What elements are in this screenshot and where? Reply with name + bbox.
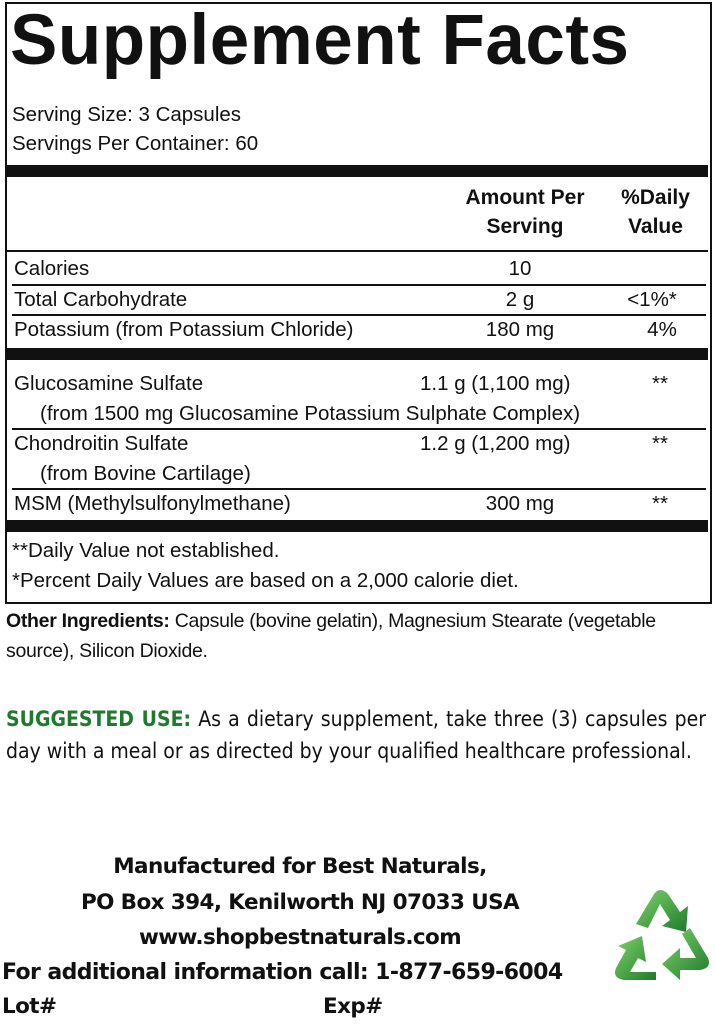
suggested-use-label: SUGGESTED USE: <box>6 707 192 731</box>
row-amount: 2 g <box>505 288 535 311</box>
divider <box>7 250 708 252</box>
row-sub: (from 1500 mg Glucosamine Potassium Sulp… <box>40 402 581 425</box>
exp-date: Exp# <box>323 994 383 1019</box>
phone-line: For additional information call: 1-877-6… <box>2 960 563 985</box>
header-amount: Amount Per Serving <box>450 183 600 241</box>
serving-size: Serving Size: 3 Capsules <box>12 103 242 126</box>
divider-thick <box>7 520 708 532</box>
footnote: **Daily Value not established. <box>12 539 280 562</box>
row-amount: 1.2 g (1,200 mg) <box>420 432 571 455</box>
footnote: *Percent Daily Values are based on a 2,0… <box>12 569 519 592</box>
row-name: Glucosamine Sulfate <box>14 372 204 395</box>
panel-title: Supplement Facts <box>10 1 630 80</box>
divider <box>12 488 706 490</box>
row-name: MSM (Methylsulfonylmethane) <box>14 492 291 515</box>
row-amount: 1.1 g (1,100 mg) <box>420 372 571 395</box>
lot-number: Lot# <box>2 994 57 1019</box>
header-amount-line2: Serving <box>486 215 564 238</box>
website-link[interactable]: www.shopbestnaturals.com <box>138 925 462 950</box>
other-ingredients-label: Other Ingredients: <box>6 610 170 632</box>
other-ingredients-text: Capsule (bovine gelatin), Magnesium Stea… <box>6 610 656 662</box>
row-dv: 4% <box>647 318 677 341</box>
row-name: Chondroitin Sulfate <box>14 432 189 455</box>
manufacturer-line1: Manufactured for Best Naturals, <box>113 854 487 879</box>
suggested-use: SUGGESTED USE: As a dietary supplement, … <box>6 703 706 767</box>
recycle-icon <box>615 890 709 980</box>
row-name: Total Carbohydrate <box>14 288 188 311</box>
header-daily-value: %Daily Value <box>608 183 703 241</box>
divider-thick <box>7 348 708 360</box>
manufacturer-address: PO Box 394, Kenilworth NJ 07033 USA <box>80 890 520 915</box>
other-ingredients: Other Ingredients: Capsule (bovine gelat… <box>6 606 711 666</box>
row-name: Calories <box>14 257 90 280</box>
header-dv-line2: Value <box>628 215 683 238</box>
suggested-use-text: As a dietary supplement, take three (3) … <box>6 707 706 763</box>
row-dv: ** <box>652 492 668 515</box>
divider <box>12 314 706 316</box>
header-amount-line1: Amount Per <box>465 186 585 209</box>
row-dv: <1%* <box>627 288 677 311</box>
divider <box>12 284 706 286</box>
row-amount: 10 <box>508 257 532 280</box>
divider <box>12 428 706 430</box>
row-dv: ** <box>652 432 668 455</box>
divider-thick <box>7 165 708 177</box>
row-sub: (from Bovine Cartilage) <box>40 462 251 485</box>
servings-per-container: Servings Per Container: 60 <box>12 132 259 155</box>
row-dv: ** <box>652 372 668 395</box>
row-amount: 300 mg <box>485 492 555 515</box>
row-name: Potassium (from Potassium Chloride) <box>14 318 354 341</box>
supplement-facts-panel <box>5 2 712 604</box>
row-amount: 180 mg <box>485 318 555 341</box>
header-dv-line1: %Daily <box>621 186 690 209</box>
